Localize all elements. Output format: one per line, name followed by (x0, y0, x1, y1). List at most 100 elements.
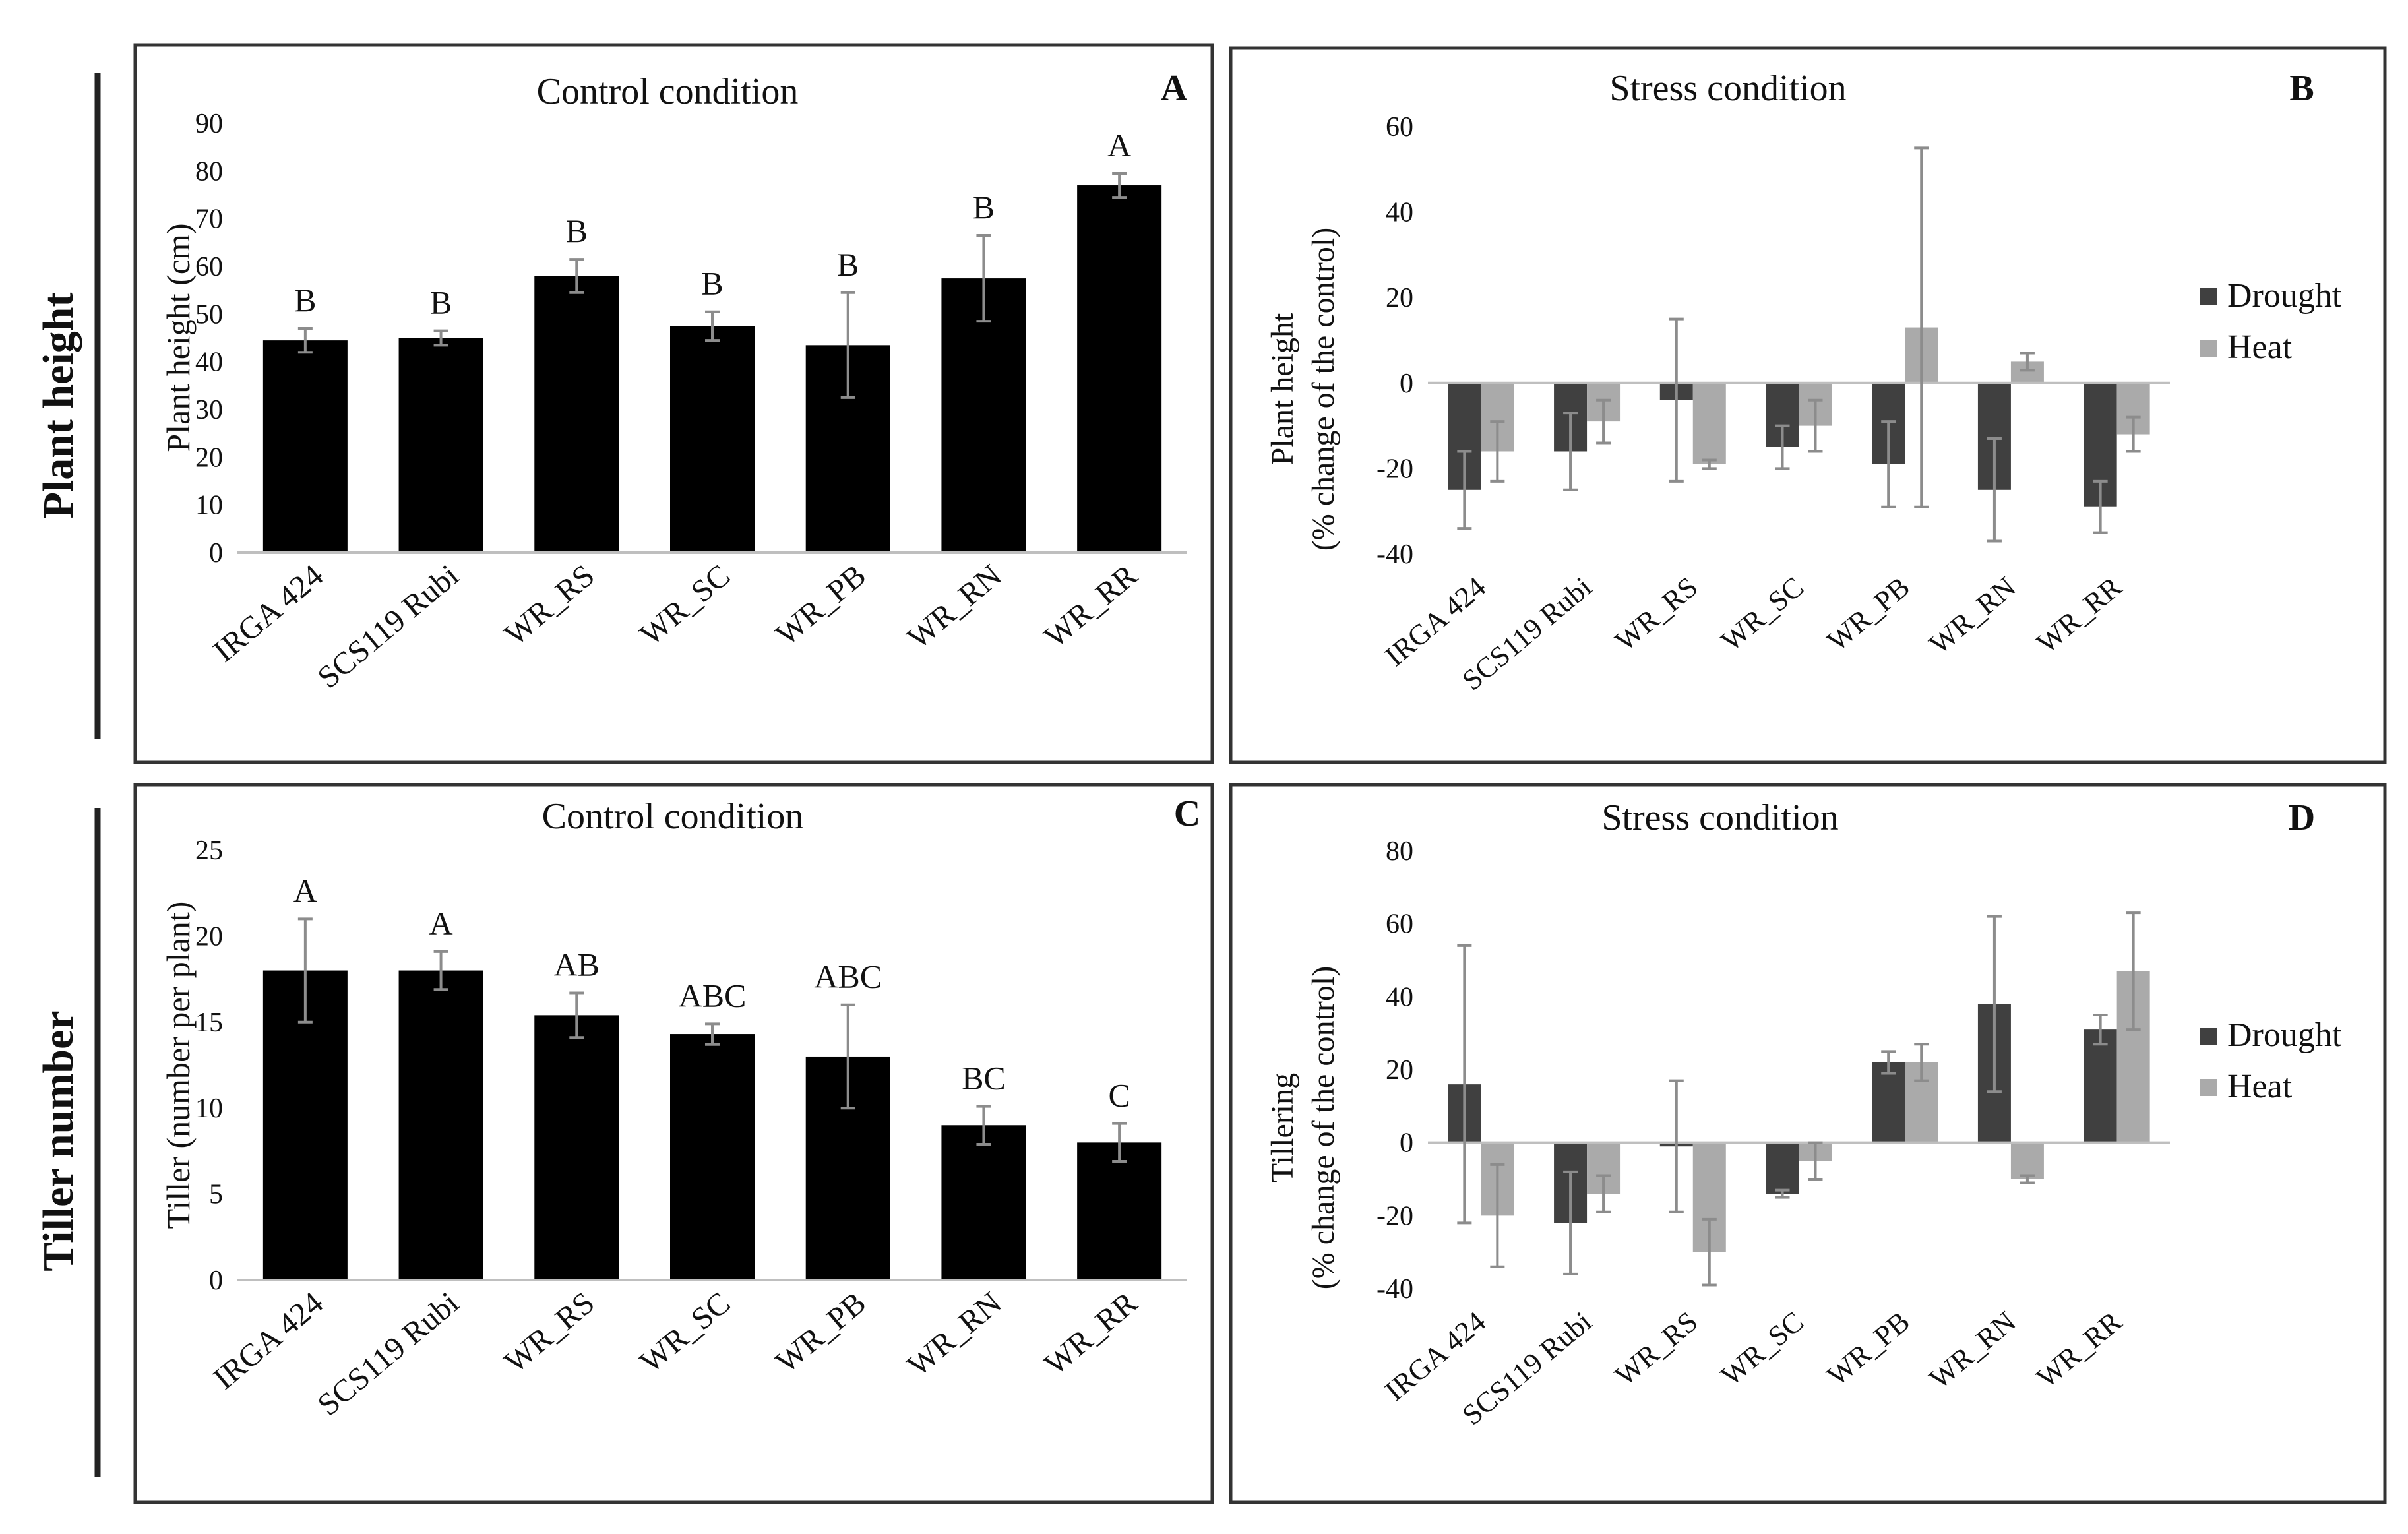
error-bar (1563, 412, 1578, 491)
error-bar (2126, 415, 2141, 453)
y-tick-label: 40 (1386, 198, 1413, 228)
x-tick-label: WR_RS (498, 558, 602, 652)
y-tick-label: 90 (195, 109, 223, 139)
bar-control-wr-rr (1077, 185, 1162, 553)
x-tick-label: WR_SC (633, 558, 737, 652)
bar-control-wr-rn (941, 278, 1026, 553)
x-tick-label: WR_RS (1609, 1305, 1704, 1392)
x-tick-label: WR_SC (1715, 570, 1810, 658)
panel-d-frame (1229, 783, 2387, 1504)
legend-swatch-heat (2200, 1079, 2217, 1096)
x-tick-label: IRGA 424 (207, 558, 330, 669)
error-bar (1881, 420, 1896, 508)
error-bar (1881, 1050, 1896, 1075)
y-tick-label: 0 (1400, 369, 1413, 399)
legend-label-drought: Drought (2227, 277, 2342, 315)
error-bar (840, 291, 855, 399)
error-bar (297, 327, 313, 354)
panel-a-letter: A (1161, 68, 1188, 109)
x-tick-label: SCS119 Rubi (311, 558, 466, 695)
y-tick-label: 70 (195, 204, 223, 235)
bar-drought-wr-pb (1872, 1062, 1905, 1143)
error-bar (1775, 424, 1790, 470)
x-tick-label: SCS119 Rubi (311, 1285, 466, 1423)
panel-a-title: Control condition (537, 71, 799, 112)
y-tick-label: 40 (195, 348, 223, 378)
bar-drought-wr-sc (1766, 1142, 1799, 1194)
bar-control-irga-424 (262, 340, 348, 553)
significance-letter: B (430, 284, 452, 321)
legend-swatch-heat (2200, 340, 2217, 357)
error-bar (1702, 458, 1717, 470)
error-bar (1808, 398, 1823, 453)
y-tick-label: -40 (1376, 1274, 1413, 1304)
panel-d-letter: D (2289, 797, 2315, 838)
legend-label-drought: Drought (2227, 1016, 2342, 1054)
error-bar (1702, 1217, 1717, 1287)
x-tick-label: WR_PB (769, 1285, 873, 1380)
x-tick-label: WR_SC (633, 1285, 737, 1380)
error-bar (1490, 1163, 1505, 1268)
legend-swatch-drought (2200, 1028, 2217, 1045)
x-tick-label: WR_RR (1037, 558, 1144, 655)
error-bar (1596, 398, 1611, 445)
error-bar (1914, 1043, 1929, 1082)
y-tick-label: 60 (1386, 112, 1413, 142)
error-bar (1669, 1079, 1684, 1213)
error-bar (1563, 1170, 1578, 1275)
y-tick-label: -20 (1376, 1201, 1413, 1231)
error-bar (976, 1105, 991, 1146)
y-tick-label: 80 (1386, 836, 1413, 867)
error-bar (705, 1022, 720, 1046)
panel-c-letter: C (1174, 793, 1200, 834)
error-bar (1457, 450, 1472, 530)
panel-a-frame (133, 43, 1214, 764)
significance-letter: B (973, 189, 995, 226)
y-tick-label: 5 (209, 1180, 223, 1210)
panel-d-title: Stress condition (1601, 797, 1838, 838)
error-bar (1808, 1141, 1823, 1181)
panel-d-y-axis-label: Tillering (% change of the control) (1265, 966, 1341, 1289)
significance-letter: A (1107, 127, 1131, 164)
significance-letter: AB (554, 946, 600, 983)
panel-d-chart: Stress condition D -40 -20 0 20 40 60 80 Tillerin… (1265, 797, 2342, 1431)
panel-b-frame (1229, 46, 2387, 764)
y-tick-label: 0 (1400, 1128, 1413, 1159)
y-tick-label: 80 (195, 156, 223, 187)
error-bar (297, 917, 313, 1024)
error-bar (1669, 317, 1684, 483)
bar-control-wr-rs (534, 276, 619, 553)
bar-heat-wr-rn (2010, 1142, 2044, 1179)
bar-control-wr-rs (534, 1015, 619, 1280)
bar-control-wr-sc (670, 326, 755, 553)
error-bar (2020, 352, 2035, 372)
x-tick-label: WR_RN (901, 558, 1008, 656)
y-tick-label: -20 (1376, 454, 1413, 484)
significance-letter: B (837, 246, 859, 283)
legend-label-heat: Heat (2227, 1068, 2293, 1105)
bar-control-scs119-rubi (398, 970, 483, 1280)
x-tick-label: WR_RR (2030, 570, 2128, 660)
error-bar (2093, 1014, 2108, 1046)
y-tick-label: 15 (195, 1008, 223, 1038)
panel-a-chart: Control condition A 0 10 20 30 40 50 60 70 80 90 Pla… (160, 68, 1188, 695)
panel-b-title: Stress condition (1609, 68, 1846, 109)
significance-letter: B (566, 212, 588, 249)
panel-b-letter: B (2289, 68, 2314, 109)
error-bar (1987, 437, 2002, 543)
x-tick-label: WR_PB (1821, 1305, 1916, 1392)
y-tick-label: 20 (195, 921, 223, 952)
panel-c-frame (133, 783, 1214, 1504)
error-bar (433, 950, 448, 991)
error-bar (2020, 1174, 2035, 1184)
bar-heat-wr-rs (1692, 383, 1726, 464)
significance-letter: BC (962, 1060, 1006, 1097)
y-tick-label: 40 (1386, 982, 1413, 1012)
significance-letter: A (429, 905, 453, 942)
y-tick-label: 20 (195, 443, 223, 473)
x-tick-label: WR_RR (2030, 1305, 2128, 1394)
significance-letter: C (1108, 1077, 1130, 1114)
y-tick-label: 0 (209, 538, 223, 568)
x-tick-label: WR_RN (901, 1285, 1008, 1384)
